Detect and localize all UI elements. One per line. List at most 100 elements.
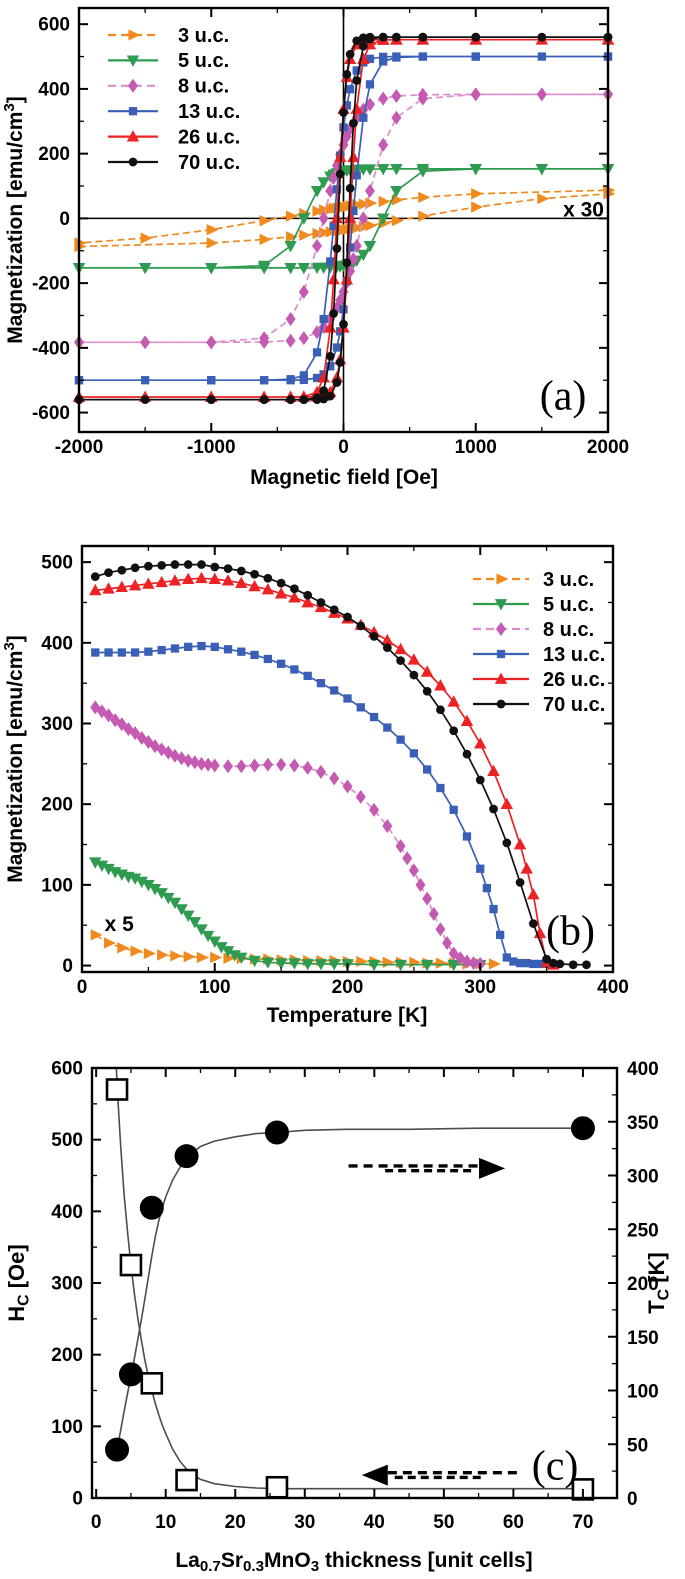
square-marker [509,957,518,966]
diamond-marker [302,760,313,775]
square-marker [502,953,511,962]
triangle-down-marker [274,958,288,970]
panel-b-svg: 0 100 200 300 400 0 100 200 300 400 500 Temperature… [0,500,685,1040]
square-marker [91,648,100,657]
triangle-right-marker [496,573,509,585]
triangle-down-marker [420,959,434,972]
diamond-marker [262,757,273,772]
y-tick-label: 200 [51,1345,83,1366]
circle-marker [475,775,485,785]
triangle-right-marker [286,231,298,243]
legend: 3 u.c. 5 u.c. 8 u.c. 13 u.c. 26 u.c. 70 u.c. [108,25,240,174]
circle-marker [263,573,273,583]
triangle-up-marker [274,587,288,599]
legend-label: 13 u.c. [178,101,240,123]
diamond-marker [130,726,141,741]
triangle-right-marker [128,29,141,41]
circle-marker [358,33,368,43]
square-marker [379,57,388,66]
diamond-marker [203,757,214,772]
triangle-up-marker [520,862,533,874]
triangle-up-marker [343,211,357,224]
square-marker [396,735,405,744]
legend-row: 3 u.c. [108,25,229,47]
triangle-up-marker [301,595,314,608]
circle-marker [352,76,362,85]
circle-marker [197,560,206,569]
legend-label: 5 u.c. [178,50,229,72]
square-marker [223,645,233,654]
square-marker [365,80,375,89]
diamond-marker [285,312,296,327]
open-square-marker [175,1468,198,1492]
diamond-marker [369,802,380,817]
x-tick-label: 300 [464,977,496,998]
triangle-down-marker [447,959,460,972]
triangle-down-marker [155,888,168,900]
series-line [79,38,608,398]
series-8-u-c- [90,700,486,971]
triangle-up-marker [340,273,354,285]
circle-marker [352,36,362,46]
legend-row: 13 u.c. [108,101,240,123]
diamond-marker [395,839,406,854]
triangle-up-marker [494,672,508,684]
y-tick-label: 0 [62,956,73,977]
triangle-right-marker [488,958,501,970]
triangle-down-marker [367,959,381,972]
triangle-down-marker [469,164,482,176]
circle-marker [382,643,392,653]
diamond-marker [422,891,433,906]
legend-label: 8 u.c. [543,619,594,641]
diamond-marker [206,335,217,350]
triangle-right-marker [435,957,448,969]
x-tick-label: 400 [597,977,629,998]
circle-marker [369,631,379,641]
circle-marker [471,32,481,42]
triangle-up-marker [89,583,102,596]
square-marker [356,703,365,712]
triangle-down-marker [235,952,248,964]
circle-marker [332,244,342,253]
circle-marker [449,726,459,736]
y-tick-label: -400 [32,338,70,359]
diamond-marker [259,331,270,346]
triangle-right-marker [117,942,130,954]
diamond-marker [415,877,426,892]
legend-row: 70 u.c. [108,152,240,174]
circle-marker [542,954,551,964]
square-marker [365,54,375,63]
square-marker [140,376,150,385]
circle-marker [140,395,150,405]
y-tick-label: 600 [51,1059,83,1080]
triangle-right-marker [157,949,169,961]
circle-marker [537,32,547,42]
triangle-right-marker [325,203,338,215]
circle-marker [335,358,345,367]
circle-marker [90,572,100,582]
scale-annotation: x 5 [105,913,135,936]
triangle-down-marker [138,263,152,275]
triangle-right-marker [352,222,365,234]
diamond-marker [378,91,389,106]
circle-marker [329,605,339,615]
triangle-down-marker [126,55,140,67]
triangle-down-marker [221,946,235,958]
triangle-down-marker [288,958,301,970]
tick-labels: 0 10 20 30 40 50 60 70 0 100 200 300 400 500 600 0 50 100… [51,1059,658,1534]
triangle-up-marker [381,633,394,646]
axis-ticks [81,546,614,972]
legend-label: 70 u.c. [543,694,605,716]
x-axis-title: Temperature [K] [267,1004,428,1027]
triangle-right-marker [365,219,378,232]
triangle-down-marker [95,860,109,872]
triangle-right-marker [378,195,391,208]
triangle-down-marker [376,213,390,225]
square-marker [237,647,246,656]
x-tick-label: -2000 [55,437,104,458]
y-tick-label: 300 [51,1274,83,1295]
y-right-tick-label: 50 [627,1435,648,1456]
circle-marker [329,309,338,318]
y-axis-title: Magnetization [emu/cm3] [1,635,27,883]
circle-marker [418,32,428,42]
